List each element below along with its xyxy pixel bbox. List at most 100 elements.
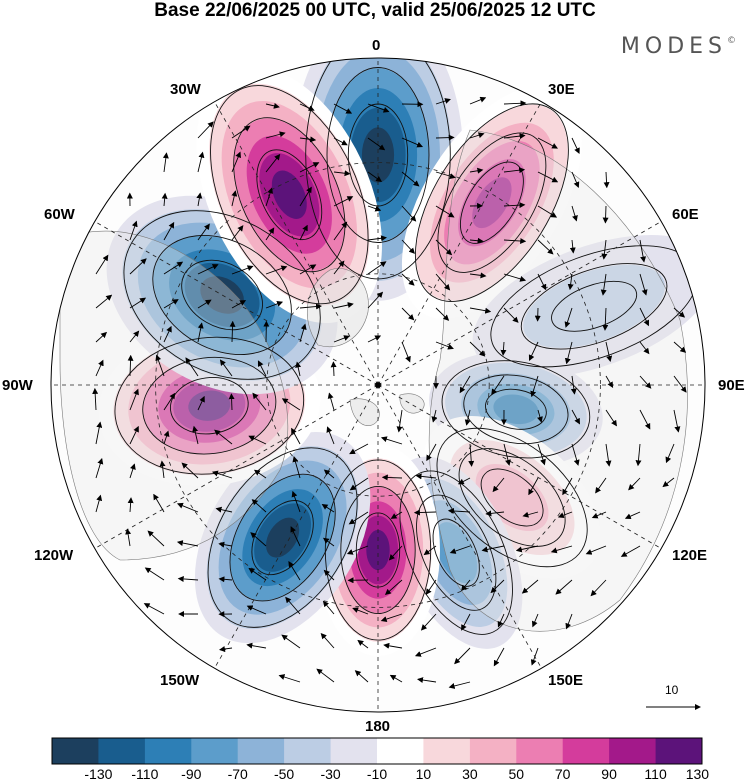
wind-vector — [435, 307, 450, 321]
wind-vector — [129, 258, 147, 275]
meridian-line — [94, 221, 379, 386]
wind-vector — [426, 443, 437, 462]
wind-vector — [537, 171, 559, 183]
wind-vector — [327, 392, 335, 411]
wind-vector — [159, 460, 166, 479]
wind-vector — [381, 474, 403, 481]
colorbar-swatch — [609, 738, 656, 764]
wind-vector — [528, 477, 539, 496]
wind-vector — [246, 642, 267, 649]
wind-vector — [129, 425, 139, 445]
wind-vector — [288, 561, 301, 581]
wind-vector — [503, 133, 526, 140]
wind-vector — [603, 171, 610, 189]
lon-label-120w: 120W — [34, 547, 74, 564]
colorbar-tick-label: 30 — [462, 766, 478, 782]
wind-vector — [214, 429, 233, 445]
wind-vector — [163, 430, 170, 445]
wind-vector — [177, 575, 199, 582]
wind-vector — [401, 307, 415, 321]
map-title: Base 22/06/2025 00 UTC, valid 25/06/2025… — [154, 0, 596, 21]
wind-vector — [320, 632, 335, 649]
wind-vector — [493, 647, 505, 667]
wind-vector — [571, 409, 580, 425]
wind-vector — [291, 427, 301, 445]
wind-vector — [564, 307, 573, 328]
wind-vector — [469, 341, 486, 357]
wind-vector — [129, 220, 138, 241]
anomaly-band — [523, 264, 665, 348]
wind-vector — [281, 634, 301, 649]
wind-vector — [229, 320, 236, 343]
colorbar — [51, 737, 703, 765]
wind-vector — [503, 167, 526, 174]
wind-vector — [585, 545, 607, 555]
wind-vector — [522, 511, 539, 518]
wind-vector — [323, 569, 335, 581]
wind-vector — [348, 511, 369, 525]
wind-vector — [461, 613, 471, 631]
colorbar-swatch — [284, 738, 331, 764]
wind-vector — [605, 443, 612, 467]
wind-vector — [127, 497, 134, 513]
wind-vector — [163, 299, 179, 309]
wind-vector — [435, 98, 451, 105]
wind-vector — [673, 341, 687, 353]
wind-vector — [163, 221, 175, 241]
wind-vector — [265, 187, 274, 207]
colorbar-tick-label: 90 — [601, 766, 617, 782]
wind-vector — [95, 331, 108, 343]
wind-vector — [435, 273, 451, 291]
anomaly-band — [271, 170, 307, 219]
wind-vector — [481, 545, 505, 553]
wind-vector — [155, 354, 165, 377]
wind-vector — [537, 239, 554, 255]
wind-vector — [299, 136, 317, 143]
wind-vector — [388, 545, 403, 561]
wind-vector — [333, 137, 348, 146]
wind-vector — [218, 541, 233, 548]
wind-vector — [490, 579, 505, 594]
anomaly-band — [472, 177, 512, 229]
colorbar-tick-label: -90 — [181, 766, 202, 782]
wind-vector — [570, 375, 577, 395]
wind-vector — [469, 307, 492, 314]
lon-label-120e: 120E — [672, 547, 708, 564]
contour-line — [463, 374, 569, 445]
contour-group-3 — [441, 360, 591, 459]
wind-vector — [435, 341, 454, 350]
contour-line — [233, 117, 346, 273]
wind-vector — [265, 102, 280, 109]
wind-vector — [389, 674, 403, 683]
colorbar-tick-label: 10 — [415, 766, 432, 782]
wind-vector — [639, 273, 648, 296]
colorbar-tick-label: -110 — [131, 766, 159, 782]
wind-vector — [380, 436, 403, 445]
wind-vector — [530, 647, 539, 666]
wind-vector — [299, 162, 320, 173]
lon-label-90e: 90E — [718, 377, 745, 394]
colorbar-swatch — [423, 738, 471, 764]
wind-vector — [333, 103, 353, 114]
wind-vector — [590, 579, 607, 597]
latitude-circle — [266, 273, 490, 497]
wind-vector — [639, 307, 649, 327]
wind-vector — [252, 392, 267, 411]
wind-vector — [95, 294, 113, 309]
contour-group-7 — [207, 447, 358, 628]
wind-vector — [323, 469, 335, 479]
wind-vector — [401, 205, 417, 222]
wind-vector — [349, 443, 369, 455]
wind-vector — [673, 375, 687, 393]
wind-vector — [367, 335, 382, 343]
wind-vector — [454, 647, 471, 665]
wind-vector — [357, 639, 369, 649]
wind-vector — [639, 341, 650, 355]
anomaly-negative-2 — [472, 235, 705, 378]
modes-logo-text: MODES — [620, 34, 727, 59]
wind-vector — [600, 273, 607, 296]
contour-line — [441, 360, 591, 459]
wind-vector — [197, 395, 205, 411]
wind-vector — [413, 509, 437, 516]
contour-line — [169, 377, 249, 435]
